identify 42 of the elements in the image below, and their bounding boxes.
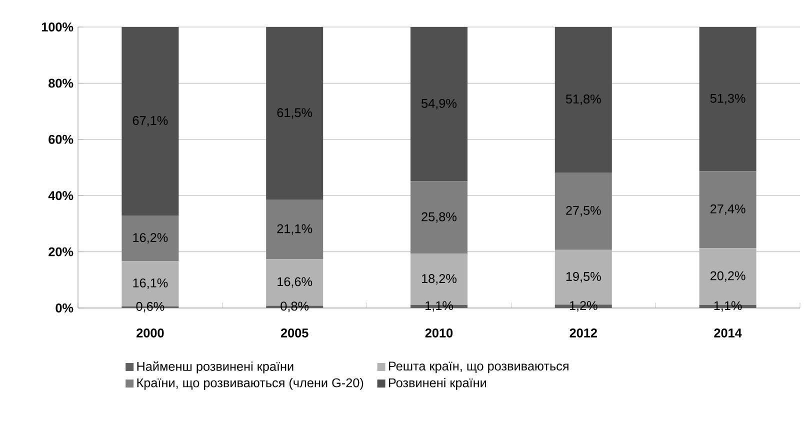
x-tick-label: 2005 — [280, 328, 308, 338]
data-label: 0,6% — [136, 302, 164, 312]
data-label: 16,2% — [133, 233, 168, 244]
bar — [266, 27, 324, 200]
legend-label: Країни, що розвиваються (члени G-20) — [137, 378, 364, 390]
data-label: 67,1% — [132, 116, 168, 127]
data-label: 27,4% — [710, 204, 746, 215]
y-tick-label: 40% — [48, 191, 74, 200]
data-label: 51,8% — [566, 94, 601, 106]
data-label: 21,1% — [277, 224, 312, 235]
y-tick-label: 0% — [56, 304, 74, 312]
y-tick-label: 80% — [48, 78, 74, 88]
x-tick-label: 2014 — [714, 328, 742, 338]
bar — [699, 171, 756, 248]
data-label: 25,8% — [422, 212, 456, 223]
y-tick-label: 100% — [42, 22, 74, 32]
y-tick-label: 20% — [48, 247, 74, 256]
bar — [554, 172, 612, 250]
data-label: 16,6% — [278, 277, 312, 288]
data-label: 0,8% — [280, 302, 309, 312]
data-label: 51,3% — [710, 94, 746, 104]
data-label: 16,1% — [133, 278, 168, 289]
data-label: 54,9% — [422, 98, 456, 110]
x-tick-label: 2010 — [425, 328, 453, 338]
data-label: 27,5% — [566, 206, 601, 216]
legend-label: Найменш розвинені країни — [137, 361, 294, 374]
bar — [554, 27, 612, 173]
legend-label: Розвинені країни — [388, 378, 486, 390]
bar — [699, 27, 756, 172]
data-label: 20,2% — [710, 271, 746, 282]
x-tick-label: 2012 — [570, 328, 597, 338]
data-label: 19,5% — [566, 272, 601, 282]
data-label: 61,5% — [277, 108, 312, 119]
bar — [266, 200, 324, 260]
y-tick-label: 60% — [48, 134, 74, 144]
bar — [122, 27, 179, 216]
legend-label: Решта країн, що розвиваються — [388, 362, 568, 374]
bar — [410, 27, 468, 182]
data-label: 18,2% — [422, 274, 456, 285]
x-tick-label: 2000 — [136, 328, 164, 338]
bar — [410, 181, 468, 254]
bar — [122, 216, 179, 262]
